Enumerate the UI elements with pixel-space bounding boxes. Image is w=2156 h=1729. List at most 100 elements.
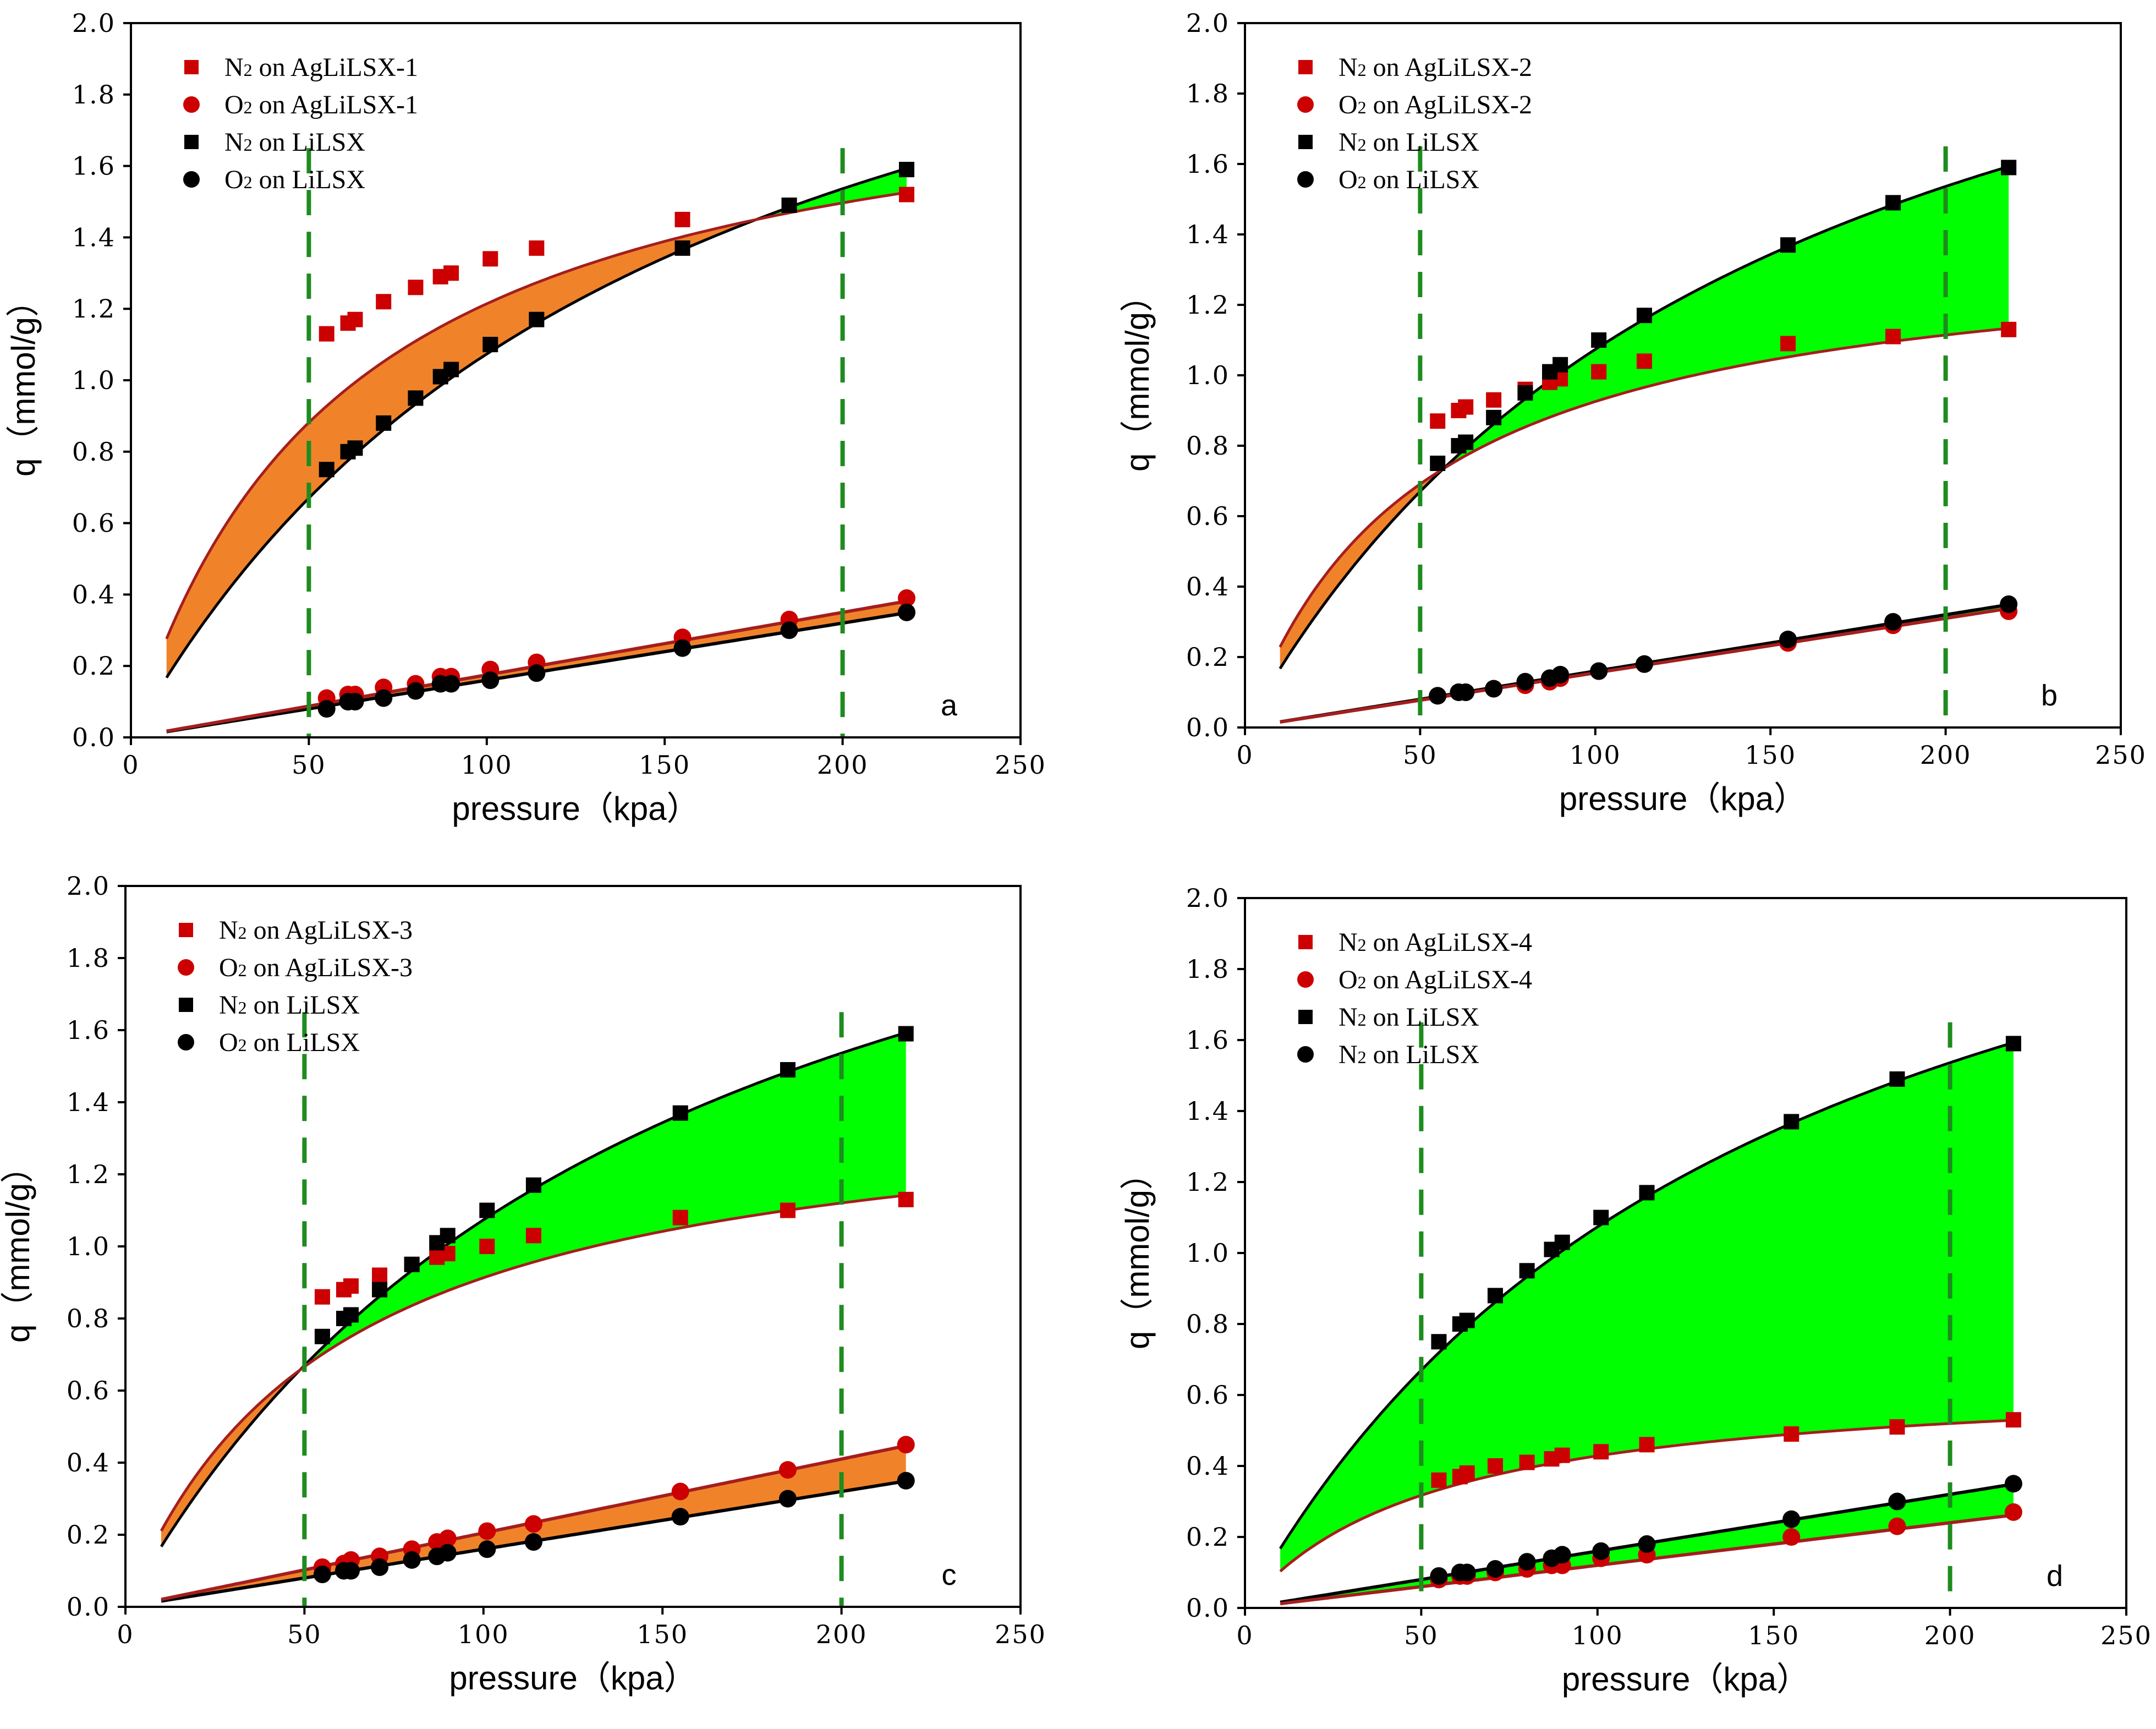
data-point-circle-s3-11 xyxy=(897,1471,915,1490)
y-tick-label: 1.0 xyxy=(1186,1238,1230,1268)
legend-marker-circle xyxy=(183,96,200,113)
data-point-square-s2-9 xyxy=(1780,237,1796,253)
data-point-square-s2-6 xyxy=(1554,1234,1570,1250)
chart-panel-c: 0 50 100 150 200 250 0.0 0.2 0.4 0.6 0.8 1.0 1.2 1.4 1… xyxy=(0,871,1045,1697)
x-tick-label: 100 xyxy=(1570,740,1621,770)
data-point-square-s0-2 xyxy=(1459,1465,1475,1481)
data-point-square-s0-9 xyxy=(674,211,690,227)
data-point-square-s2-9 xyxy=(672,1105,688,1121)
x-tick-label: 0 xyxy=(122,750,139,780)
panel-letter: c xyxy=(942,1558,957,1591)
fit-line-n2-aglilsx xyxy=(165,191,907,639)
y-tick-label: 2.0 xyxy=(1186,8,1230,38)
legend-marker-circle xyxy=(1297,971,1314,988)
x-tick-label: 50 xyxy=(1403,740,1438,770)
y-tick-label: 0.6 xyxy=(67,1376,110,1405)
data-point-circle-s3-9 xyxy=(1782,1510,1801,1528)
data-point-circle-s3-9 xyxy=(671,1508,689,1526)
data-point-square-s0-6 xyxy=(443,265,459,281)
y-tick-label: 0.8 xyxy=(72,437,116,467)
y-tick-label: 1.6 xyxy=(67,1015,110,1045)
legend-marker-square xyxy=(179,998,193,1012)
data-point-square-s2-8 xyxy=(1636,308,1652,324)
legend-marker-circle xyxy=(183,171,200,188)
x-tick-label: 50 xyxy=(287,1619,322,1649)
data-point-square-s2-3 xyxy=(1486,409,1502,425)
y-axis-title: q（mmol/g） xyxy=(1119,279,1156,472)
legend-label: O2 on LiLSX xyxy=(224,165,365,194)
data-point-square-s2-0 xyxy=(1431,1334,1447,1350)
data-point-square-s2-11 xyxy=(898,1026,914,1042)
data-point-circle-s1-11 xyxy=(898,589,916,607)
data-point-square-s2-8 xyxy=(529,311,545,327)
legend-marker-circle xyxy=(178,959,194,976)
y-tick-label: 1.8 xyxy=(1186,79,1230,108)
data-point-circle-s3-4 xyxy=(1518,1553,1536,1571)
data-point-square-s0-10 xyxy=(1889,1419,1905,1435)
y-tick-label: 0.4 xyxy=(1186,572,1230,601)
data-point-square-s2-4 xyxy=(404,1256,420,1272)
x-tick-label: 200 xyxy=(1924,1621,1976,1650)
legend-label: N2 on LiLSX xyxy=(1338,1003,1479,1032)
legend-marker-square xyxy=(1298,1010,1313,1024)
y-tick-label: 1.4 xyxy=(1186,1096,1230,1126)
x-tick-label: 0 xyxy=(117,1619,134,1649)
x-tick-label: 150 xyxy=(637,1619,688,1649)
data-point-circle-s3-7 xyxy=(1590,662,1608,680)
legend-label: N2 on LiLSX xyxy=(1338,1040,1479,1069)
panel-letter: d xyxy=(2047,1560,2063,1593)
x-tick-label: 250 xyxy=(2100,1621,2152,1650)
data-point-square-s2-9 xyxy=(1784,1114,1800,1130)
data-point-square-s0-7 xyxy=(482,251,498,267)
y-tick-label: 0.8 xyxy=(1186,431,1230,461)
legend-label: O2 on AgLiLSX-1 xyxy=(224,90,418,119)
legend-label: N2 on LiLSX xyxy=(224,128,365,157)
data-point-square-s0-4 xyxy=(408,280,424,296)
data-point-circle-s1-9 xyxy=(671,1482,689,1501)
x-axis-title: pressure（kpa） xyxy=(1559,780,1807,817)
data-point-circle-s3-11 xyxy=(2004,1475,2022,1493)
data-point-square-s0-0 xyxy=(319,326,334,342)
y-tick-label: 1.6 xyxy=(1186,149,1230,179)
x-tick-label: 0 xyxy=(1236,740,1253,770)
x-axis-title: pressure（kpa） xyxy=(1562,1661,1809,1698)
data-point-square-s0-11 xyxy=(2001,321,2017,337)
data-point-square-s0-11 xyxy=(899,187,915,203)
data-point-square-s2-10 xyxy=(1885,195,1901,211)
data-point-square-s0-10 xyxy=(780,1202,796,1218)
y-tick-label: 0.6 xyxy=(1186,501,1230,531)
data-point-circle-s3-4 xyxy=(403,1551,421,1569)
data-point-square-s0-0 xyxy=(1431,1472,1447,1488)
y-tick-label: 2.0 xyxy=(72,8,116,38)
data-point-square-s0-3 xyxy=(372,1267,388,1283)
data-point-circle-s3-4 xyxy=(1516,672,1534,691)
legend-marker-square xyxy=(1298,135,1313,149)
data-point-square-s2-4 xyxy=(408,390,424,406)
data-point-square-s0-2 xyxy=(343,1278,359,1294)
data-point-square-s2-2 xyxy=(347,440,363,456)
legend-marker-square xyxy=(1298,60,1313,74)
x-tick-label: 100 xyxy=(461,750,513,780)
data-point-circle-s3-11 xyxy=(898,603,916,621)
data-point-square-s0-7 xyxy=(479,1239,495,1254)
legend-marker-circle xyxy=(1297,1046,1314,1063)
y-tick-label: 0.0 xyxy=(67,1592,110,1622)
legend-label: N2 on AgLiLSX-3 xyxy=(219,916,413,945)
x-axis-title: pressure（kpa） xyxy=(452,790,699,827)
data-point-circle-s3-7 xyxy=(481,671,500,690)
y-tick-label: 1.8 xyxy=(1186,954,1230,984)
panel-letter: b xyxy=(2041,679,2058,712)
n2-difference-fill-0 xyxy=(166,218,759,678)
data-point-square-s2-0 xyxy=(319,462,334,478)
y-tick-label: 0.2 xyxy=(1186,642,1230,672)
data-point-square-s0-0 xyxy=(314,1289,330,1305)
data-point-circle-s3-8 xyxy=(528,664,546,682)
legend-label: O2 on LiLSX xyxy=(219,1028,360,1057)
legend-marker-square xyxy=(179,923,193,937)
y-tick-label: 1.0 xyxy=(1186,360,1230,390)
panel-letter: a xyxy=(941,689,958,722)
data-point-circle-s3-9 xyxy=(1779,631,1797,648)
data-point-circle-s3-11 xyxy=(2000,595,2018,613)
data-point-square-s2-8 xyxy=(1639,1185,1655,1201)
